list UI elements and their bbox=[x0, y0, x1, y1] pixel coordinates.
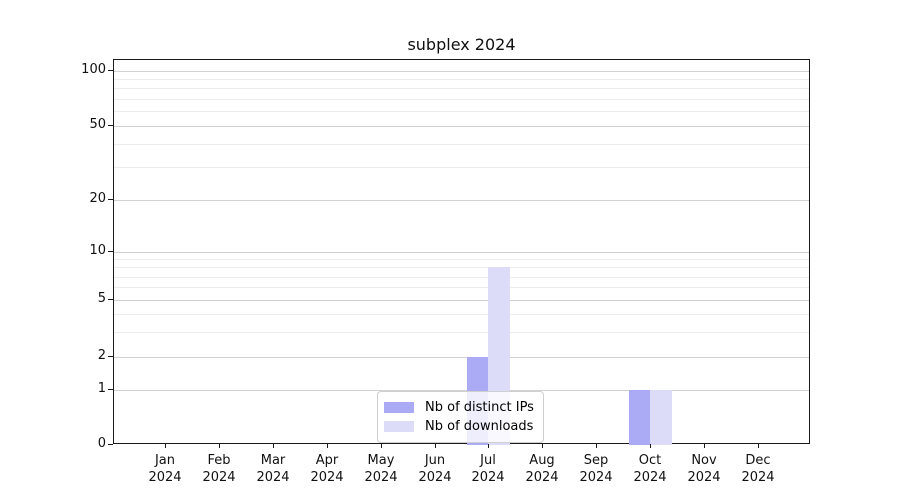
x-tick-label-may: May 2024 bbox=[351, 452, 411, 486]
gridline-major bbox=[114, 200, 809, 201]
gridline-minor bbox=[114, 111, 809, 112]
legend-item: Nb of distinct IPs bbox=[384, 398, 534, 417]
bar-distinct-ips-oct bbox=[628, 390, 651, 445]
gridline-minor bbox=[114, 277, 809, 278]
x-tick-label-jul: Jul 2024 bbox=[458, 452, 518, 486]
y-tick-label: 0 bbox=[97, 436, 106, 451]
x-tick-label-oct: Oct 2024 bbox=[620, 452, 680, 486]
x-tick-label-dec: Dec 2024 bbox=[728, 452, 788, 486]
gridline-minor bbox=[114, 144, 809, 145]
y-tick-mark bbox=[108, 444, 113, 445]
x-tick-mark bbox=[273, 444, 274, 448]
bar-downloads-oct bbox=[650, 390, 672, 445]
y-tick-label: 5 bbox=[97, 291, 106, 306]
x-tick-mark bbox=[165, 444, 166, 448]
y-tick-label: 50 bbox=[89, 117, 106, 132]
x-tick-mark bbox=[650, 444, 651, 448]
y-tick-mark bbox=[108, 356, 113, 357]
gridline-minor bbox=[114, 332, 809, 333]
gridline-major bbox=[114, 252, 809, 253]
x-tick-mark bbox=[381, 444, 382, 448]
gridline-minor bbox=[114, 99, 809, 100]
x-tick-month: Oct bbox=[638, 453, 662, 468]
y-tick-mark bbox=[108, 125, 113, 126]
gridline-minor bbox=[114, 259, 809, 260]
x-tick-mark bbox=[219, 444, 220, 448]
y-tick-label: 20 bbox=[89, 191, 106, 206]
x-tick-mark bbox=[704, 444, 705, 448]
x-tick-year: 2024 bbox=[579, 470, 613, 485]
x-tick-mark bbox=[435, 444, 436, 448]
x-tick-label-jun: Jun 2024 bbox=[405, 452, 465, 486]
x-tick-month: Nov bbox=[691, 453, 717, 468]
x-tick-month: Feb bbox=[207, 453, 231, 468]
x-tick-year: 2024 bbox=[364, 470, 398, 485]
gridline-minor bbox=[114, 287, 809, 288]
x-tick-month: May bbox=[367, 453, 395, 468]
x-tick-year: 2024 bbox=[687, 470, 721, 485]
x-tick-year: 2024 bbox=[148, 470, 182, 485]
x-tick-month: Dec bbox=[745, 453, 771, 468]
x-tick-mark bbox=[542, 444, 543, 448]
x-tick-month: Jun bbox=[424, 453, 446, 468]
gridline-major bbox=[114, 357, 809, 358]
legend-item: Nb of downloads bbox=[384, 417, 534, 436]
x-tick-mark bbox=[758, 444, 759, 448]
x-tick-month: Sep bbox=[583, 453, 609, 468]
gridline-minor bbox=[114, 267, 809, 268]
gridline-minor bbox=[114, 88, 809, 89]
legend-label: Nb of distinct IPs bbox=[425, 400, 534, 415]
y-tick-label: 2 bbox=[97, 348, 106, 363]
x-tick-month: Aug bbox=[529, 453, 555, 468]
y-tick-label: 100 bbox=[81, 62, 106, 77]
x-tick-label-aug: Aug 2024 bbox=[512, 452, 572, 486]
x-tick-year: 2024 bbox=[202, 470, 236, 485]
x-tick-mark bbox=[596, 444, 597, 448]
y-tick-label: 10 bbox=[89, 243, 106, 258]
x-tick-year: 2024 bbox=[525, 470, 559, 485]
gridline-minor bbox=[114, 314, 809, 315]
x-tick-year: 2024 bbox=[633, 470, 667, 485]
x-tick-year: 2024 bbox=[310, 470, 344, 485]
y-tick-label: 1 bbox=[97, 381, 106, 396]
legend-swatch bbox=[384, 402, 414, 413]
y-tick-mark bbox=[108, 251, 113, 252]
x-tick-label-feb: Feb 2024 bbox=[189, 452, 249, 486]
x-tick-year: 2024 bbox=[418, 470, 452, 485]
x-tick-label-nov: Nov 2024 bbox=[674, 452, 734, 486]
gridline-major bbox=[114, 300, 809, 301]
gridline-major bbox=[114, 126, 809, 127]
x-tick-year: 2024 bbox=[471, 470, 505, 485]
legend: Nb of distinct IPs Nb of downloads bbox=[377, 391, 544, 443]
legend-label: Nb of downloads bbox=[425, 419, 534, 434]
gridline-major bbox=[114, 71, 809, 72]
y-tick-mark bbox=[108, 199, 113, 200]
gridline-minor bbox=[114, 167, 809, 168]
y-tick-mark bbox=[108, 299, 113, 300]
x-tick-label-mar: Mar 2024 bbox=[243, 452, 303, 486]
x-tick-mark bbox=[327, 444, 328, 448]
y-tick-mark bbox=[108, 389, 113, 390]
x-tick-year: 2024 bbox=[741, 470, 775, 485]
x-tick-month: Jul bbox=[480, 453, 496, 468]
x-tick-month: Jan bbox=[154, 453, 176, 468]
legend-swatch bbox=[384, 421, 414, 432]
gridline-major bbox=[114, 390, 809, 391]
x-tick-label-apr: Apr 2024 bbox=[297, 452, 357, 486]
gridline-minor bbox=[114, 79, 809, 80]
plot-area bbox=[113, 59, 810, 445]
x-tick-month: Mar bbox=[260, 453, 286, 468]
x-tick-label-jan: Jan 2024 bbox=[135, 452, 195, 486]
x-tick-month: Apr bbox=[315, 453, 339, 468]
y-tick-mark bbox=[108, 70, 113, 71]
x-tick-label-sep: Sep 2024 bbox=[566, 452, 626, 486]
x-tick-year: 2024 bbox=[256, 470, 290, 485]
chart-title: subplex 2024 bbox=[407, 35, 516, 54]
x-tick-mark bbox=[488, 444, 489, 448]
